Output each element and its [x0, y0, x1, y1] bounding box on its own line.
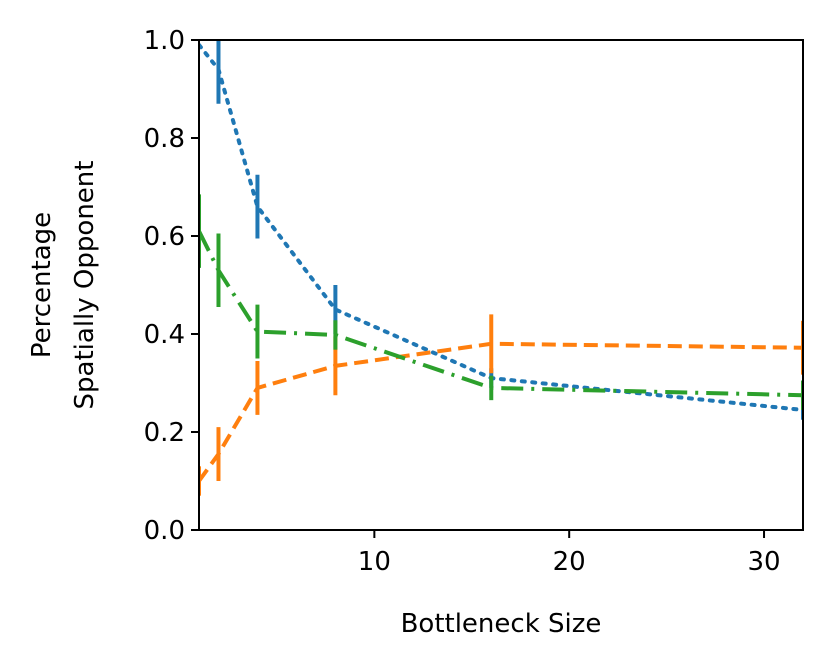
- y-axis-label: Percentage Spatially Opponent: [27, 161, 100, 410]
- x-tick-label: 20: [553, 547, 586, 577]
- y-tick-label: 0.6: [144, 222, 185, 252]
- series-3-line: [199, 230, 803, 398]
- series-layer: [199, 40, 803, 496]
- plot-frame: [198, 39, 804, 531]
- y-tick-label: 0.2: [144, 418, 185, 448]
- y-tick-label: 0.8: [144, 124, 185, 154]
- y-tick-label: 0.4: [144, 320, 185, 350]
- y-axis-ticks: 0.0 0.2 0.4 0.6 0.8 1.0: [144, 26, 199, 546]
- y-tick-label: 0.0: [144, 516, 185, 546]
- x-tick-label: 30: [747, 547, 780, 577]
- series-2-line: [199, 341, 803, 483]
- series-1: [199, 40, 803, 420]
- series-1-line: [199, 42, 803, 412]
- y-axis-label-line-2: Spatially Opponent: [70, 161, 100, 410]
- x-tick-label: 10: [358, 547, 391, 577]
- series-2: [199, 314, 803, 496]
- x-axis-label: Bottleneck Size: [401, 609, 602, 639]
- series-3: [199, 194, 803, 410]
- y-axis-label-line-1: Percentage: [27, 212, 57, 358]
- y-tick-label: 1.0: [144, 26, 185, 56]
- x-axis-ticks: 10 20 30: [358, 530, 781, 577]
